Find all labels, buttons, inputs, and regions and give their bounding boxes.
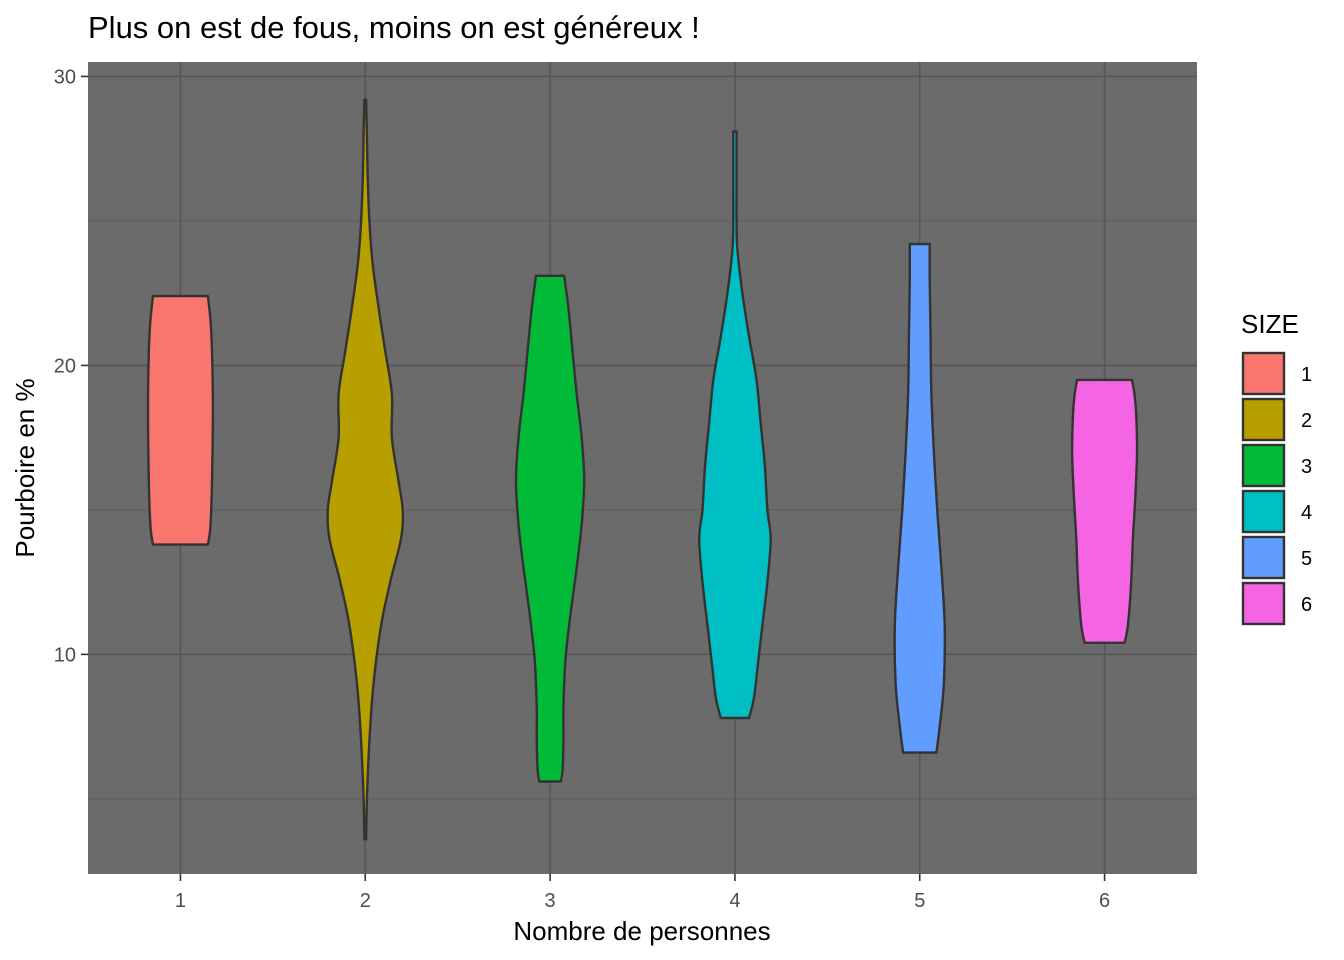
y-tick-label: 20 bbox=[54, 355, 76, 377]
legend-label-5: 5 bbox=[1301, 548, 1312, 570]
violin-size-2 bbox=[326, 98, 405, 841]
y-tick-label: 10 bbox=[54, 644, 76, 666]
violin-size-1 bbox=[146, 294, 215, 546]
legend-label-2: 2 bbox=[1301, 410, 1312, 432]
legend-key-3 bbox=[1241, 443, 1286, 488]
minor-gridlines bbox=[88, 220, 1197, 800]
legend-key-5 bbox=[1241, 535, 1286, 580]
y-axis-title: Pourboire en % bbox=[10, 378, 40, 557]
legend-title: SIZE bbox=[1241, 309, 1299, 339]
violin-size-5 bbox=[893, 242, 947, 754]
legend-label-4: 4 bbox=[1301, 502, 1312, 524]
legend-label-6: 6 bbox=[1301, 594, 1312, 616]
legend-items: 1 2 3 4 5 6 bbox=[1241, 351, 1312, 626]
legend-label-1: 1 bbox=[1301, 364, 1312, 386]
x-tick-label: 4 bbox=[729, 890, 740, 912]
legend-key-2 bbox=[1241, 397, 1286, 442]
legend-key-6 bbox=[1241, 581, 1286, 626]
violins bbox=[146, 98, 1139, 841]
x-tick-label: 2 bbox=[360, 890, 371, 912]
y-axis-ticks: 10 20 30 bbox=[54, 66, 88, 666]
plot-panel bbox=[88, 62, 1197, 874]
legend: SIZE 1 2 3 4 5 6 bbox=[1241, 309, 1312, 626]
x-axis-title: Nombre de personnes bbox=[513, 916, 770, 946]
legend-key-4 bbox=[1241, 489, 1286, 534]
x-tick-label: 3 bbox=[545, 890, 556, 912]
violin-size-6 bbox=[1070, 378, 1139, 644]
x-tick-label: 1 bbox=[175, 890, 186, 912]
x-tick-label: 5 bbox=[914, 890, 925, 912]
legend-key-1 bbox=[1241, 351, 1286, 396]
violin-size-3 bbox=[514, 274, 586, 783]
x-axis-ticks: 1 2 3 4 5 6 bbox=[175, 874, 1110, 912]
y-tick-label: 30 bbox=[54, 66, 76, 88]
legend-label-3: 3 bbox=[1301, 456, 1312, 478]
x-tick-label: 6 bbox=[1099, 890, 1110, 912]
chart-title: Plus on est de fous, moins on est génére… bbox=[88, 10, 700, 45]
violin-size-4 bbox=[698, 130, 772, 720]
